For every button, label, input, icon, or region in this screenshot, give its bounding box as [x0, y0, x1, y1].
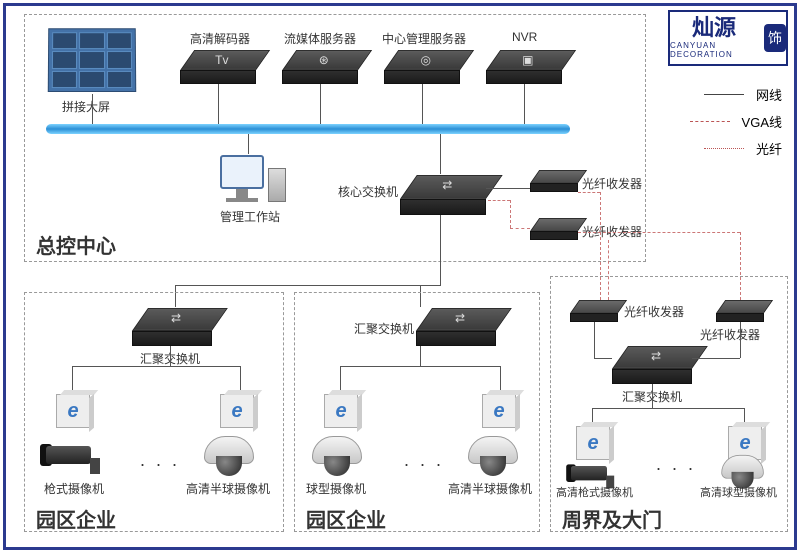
agg-switch-3: ⇄	[612, 346, 692, 384]
agg3-branch	[592, 408, 744, 409]
legend-vga: VGA线	[742, 112, 782, 131]
fiber-link-a	[600, 192, 601, 300]
zone-label-park-1: 园区企业	[36, 504, 116, 533]
fiber-link-b	[740, 232, 741, 300]
stub-decoder	[218, 84, 219, 124]
switch-icon: ⇄	[448, 311, 472, 326]
label-fiber-trx-4: 光纤收发器	[700, 326, 760, 343]
stub-core	[440, 134, 441, 174]
device-decoder: Tv	[180, 50, 256, 84]
legend: 网线 VGA线 光纤	[672, 85, 782, 166]
label-cms: 中心管理服务器	[382, 30, 466, 47]
fiber-trx-3	[570, 300, 618, 322]
workstation-tower	[268, 168, 286, 202]
core-to-trx2-c	[510, 228, 530, 229]
camera-bullet-1	[46, 436, 96, 476]
label-cam-dome-2: 高清半球摄像机	[448, 480, 532, 497]
dots-3: . . .	[656, 454, 696, 475]
switch-icon: ⇄	[644, 349, 668, 364]
dots-2: . . .	[404, 450, 444, 471]
ie-plate-5: e	[576, 426, 610, 460]
label-fiber-trx-3: 光纤收发器	[624, 303, 684, 320]
video-wall	[48, 28, 136, 92]
fiber-link-a2	[578, 192, 600, 193]
ie-plate-3: e	[324, 394, 358, 428]
stub-cms	[422, 84, 423, 124]
device-core-switch: ⇄	[400, 175, 486, 215]
logo-en: CANYUAN DECORATION	[670, 41, 758, 59]
zone-label-control: 总控中心	[36, 230, 116, 259]
label-core-switch: 核心交换机	[338, 183, 398, 200]
label-agg-2: 汇聚交换机	[354, 320, 414, 337]
label-media-server: 流媒体服务器	[284, 30, 356, 47]
disc-icon: ◎	[414, 53, 437, 67]
fiber-trx-1	[530, 170, 578, 192]
trx3-to-agg3	[594, 322, 595, 358]
stub-wall	[92, 94, 93, 124]
agg1-down	[170, 346, 171, 366]
camera-dome-1	[204, 436, 254, 478]
core-to-trx2-a	[488, 200, 510, 201]
stub-nvr	[524, 84, 525, 124]
logo-seal: 饰	[764, 24, 786, 52]
ie-plate-1: e	[56, 394, 90, 428]
label-video-wall: 拼接大屏	[62, 98, 110, 115]
agg2-down	[420, 346, 421, 366]
chip-icon: ▣	[516, 53, 539, 67]
device-media-server: ⊛	[282, 50, 358, 84]
label-cam-dome-1: 高清半球摄像机	[186, 480, 270, 497]
device-nvr: ▣	[486, 50, 562, 84]
label-cam-hd-bullet: 高清枪式摄像机	[556, 484, 633, 500]
brand-logo: 灿源 CANYUAN DECORATION 饰	[668, 10, 788, 66]
trx4-to-agg3b	[692, 358, 740, 359]
agg3-mid	[652, 384, 653, 408]
ie-plate-2: e	[220, 394, 254, 428]
zone-label-park-2: 园区企业	[306, 504, 386, 533]
core-to-trx1	[486, 188, 530, 189]
fiber-trx-2	[530, 218, 578, 240]
tv-icon: Tv	[210, 53, 233, 67]
trx3-to-agg3b	[594, 358, 612, 359]
label-fiber-trx-1: 光纤收发器	[582, 175, 642, 192]
legend-ethernet: 网线	[756, 85, 782, 104]
trx4-to-agg3	[740, 322, 741, 358]
core-branch	[175, 285, 441, 286]
agg-switch-2: ⇄	[416, 308, 496, 346]
fiber-trx-4	[716, 300, 764, 322]
label-workstation: 管理工作站	[220, 208, 280, 225]
switch-icon: ⇄	[164, 311, 188, 326]
stub-media	[320, 84, 321, 124]
label-cam-hd-ball: 高清球型摄像机	[700, 484, 777, 500]
label-decoder: 高清解码器	[190, 30, 250, 47]
fiber-link-b2	[578, 232, 740, 233]
label-cam-bullet-1: 枪式摄像机	[44, 480, 104, 497]
camera-hd-ball	[721, 455, 758, 487]
legend-fiber: 光纤	[756, 139, 782, 158]
agg2-r	[500, 366, 501, 392]
switch-icon: ⇄	[434, 178, 460, 194]
device-cms: ◎	[384, 50, 460, 84]
bus-pipe	[46, 124, 570, 134]
workstation-monitor	[220, 155, 264, 189]
reel-icon: ⊛	[312, 53, 335, 67]
workstation-foot	[226, 198, 258, 202]
agg2-l	[340, 366, 341, 392]
core-down	[440, 215, 441, 285]
camera-dome-2	[468, 436, 518, 478]
agg1-branch	[72, 366, 240, 367]
logo-cn: 灿源	[692, 17, 736, 39]
zone-label-perimeter: 周界及大门	[562, 504, 662, 533]
dots-1: . . .	[140, 450, 180, 471]
camera-ball-2	[312, 436, 362, 478]
agg2-branch	[340, 366, 500, 367]
label-nvr: NVR	[512, 30, 537, 44]
ie-plate-4: e	[482, 394, 516, 428]
stub-ws	[248, 134, 249, 154]
core-to-trx2-b	[510, 200, 511, 228]
agg1-r	[240, 366, 241, 392]
agg-switch-1: ⇄	[132, 308, 212, 346]
label-cam-ball-2: 球型摄像机	[306, 480, 366, 497]
agg1-l	[72, 366, 73, 392]
